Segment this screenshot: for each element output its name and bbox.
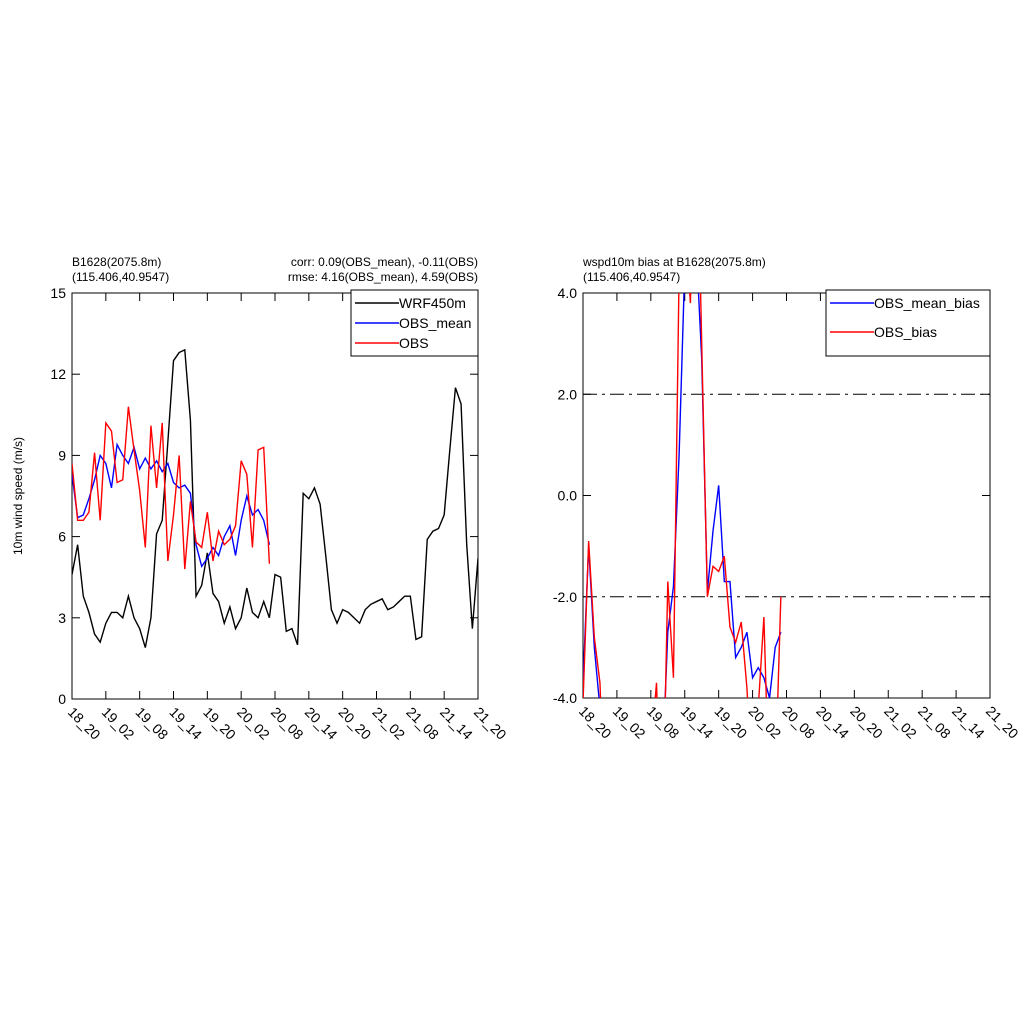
x-tick-label: 21_20 xyxy=(471,704,510,743)
x-tick-label: 20_20 xyxy=(847,703,886,742)
x-tick-label: 19_02 xyxy=(610,703,649,742)
chart-title: B1628(2075.8m) xyxy=(72,255,161,269)
x-tick-label: 19_02 xyxy=(99,704,138,743)
legend-box xyxy=(825,289,991,357)
series-line xyxy=(72,406,271,570)
y-tick-label: 0.0 xyxy=(558,488,578,504)
x-tick-label: 20_02 xyxy=(745,703,784,742)
legend-label: WRF450m xyxy=(399,295,466,311)
x-tick-label: 19_08 xyxy=(133,704,172,743)
chart-title: wspd10m bias at B1628(2075.8m) xyxy=(582,255,766,269)
x-tick-label: 21_08 xyxy=(403,704,442,743)
y-tick-label: 3 xyxy=(58,610,66,626)
legend-label: OBS xyxy=(399,335,429,351)
y-axis-label: 10m wind speed (m/s) xyxy=(11,437,25,555)
y-tick-label: 6 xyxy=(58,529,66,545)
x-tick-label: 20_08 xyxy=(779,703,818,742)
x-tick-label: 18_20 xyxy=(65,704,104,743)
x-tick-label: 19_20 xyxy=(712,703,751,742)
x-tick-label: 20_20 xyxy=(336,704,375,743)
y-tick-label: 15 xyxy=(50,285,66,301)
series-line xyxy=(72,348,478,648)
x-tick-label: 20_08 xyxy=(268,704,307,743)
legend-label: OBS_mean xyxy=(399,315,471,331)
x-tick-label: 21_14 xyxy=(437,704,476,743)
y-tick-label: 0 xyxy=(58,691,66,707)
chart-subtitle: corr: 0.09(OBS_mean), -0.11(OBS) xyxy=(291,255,478,269)
legend-label: OBS_mean_bias xyxy=(874,295,980,311)
panel: B1628(2075.8m)(115.406,40.9547) corr: 0.0… xyxy=(11,255,510,743)
series-line xyxy=(583,293,782,698)
x-tick-label: 21_02 xyxy=(881,703,920,742)
x-tick-label: 21_02 xyxy=(369,704,408,743)
legend-label: OBS_bias xyxy=(874,324,937,340)
x-tick-label: 20_14 xyxy=(302,704,341,743)
y-tick-label: 4.0 xyxy=(558,285,578,301)
x-tick-label: 21_08 xyxy=(915,703,954,742)
y-tick-label: -2.0 xyxy=(553,589,577,605)
chart-subtitle: rmse: 4.16(OBS_mean), 4.59(OBS) xyxy=(288,270,478,284)
chart-title: (115.406,40.9547) xyxy=(72,270,169,284)
x-tick-label: 19_20 xyxy=(200,704,239,743)
y-tick-label: 12 xyxy=(50,366,66,382)
series-line xyxy=(72,442,271,569)
x-tick-label: 18_20 xyxy=(576,703,615,742)
y-tick-label: 2.0 xyxy=(558,386,578,402)
y-tick-label: 9 xyxy=(58,447,66,463)
x-tick-label: 21_20 xyxy=(983,703,1022,742)
x-tick-label: 19_14 xyxy=(678,703,717,742)
panel: wspd10m bias at B1628(2075.8m)(115.406,4… xyxy=(553,255,1022,742)
x-tick-label: 20_14 xyxy=(813,703,852,742)
x-tick-label: 21_14 xyxy=(949,703,988,742)
chart-title: (115.406,40.9547) xyxy=(583,270,680,284)
x-tick-label: 20_02 xyxy=(234,704,273,743)
y-tick-label: -4.0 xyxy=(553,690,577,706)
series-line xyxy=(583,293,782,698)
x-tick-label: 19_08 xyxy=(644,703,683,742)
x-tick-label: 19_14 xyxy=(166,704,205,743)
